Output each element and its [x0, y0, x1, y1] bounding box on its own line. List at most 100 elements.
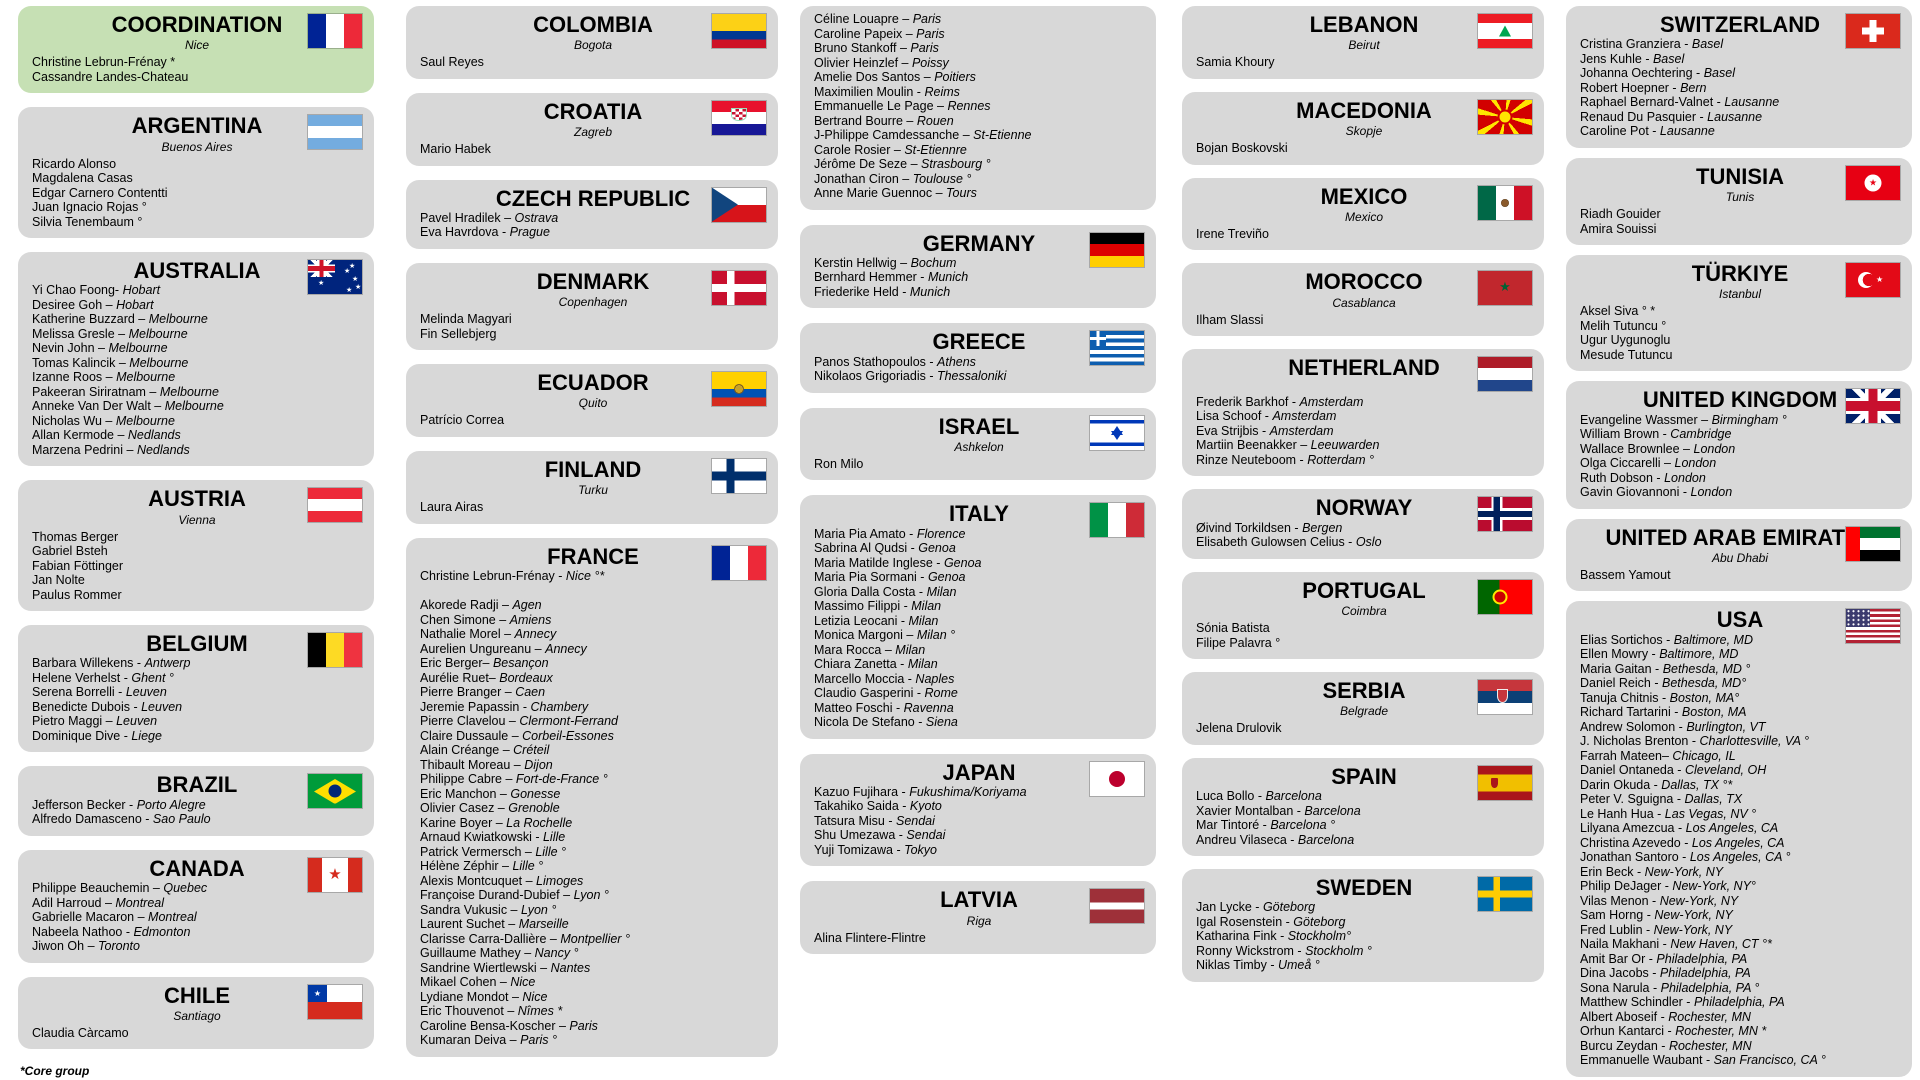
footnote-core-group: *Core group [20, 1064, 90, 1079]
member-city: Tours [946, 186, 977, 200]
member-entry: Sandrine Wiertlewski – Nantes [420, 961, 766, 976]
member-city: New-York, NY° [1672, 879, 1756, 894]
norway-box: NORWAY Øivind Torkildsen - Bergen Elisabe… [1182, 489, 1544, 559]
member-city: Thessaloniki [936, 369, 1007, 384]
member-city: Milan ° [916, 628, 956, 643]
member-city: Milan [908, 613, 939, 628]
member-name: Alina Flintere-Flintre [814, 930, 926, 945]
denmark-flag-icon [712, 270, 766, 305]
column-4: LEBANON Beirut Samia Khoury MACEDONIA Sk… [1182, 6, 1544, 982]
member-city: Basel [1691, 37, 1724, 52]
member-entry: Luca Bollo - Barcelona [1196, 789, 1532, 804]
member-name: Mikael Cohen – [420, 975, 507, 990]
member-name: Xavier Montalban - [1196, 803, 1301, 818]
country-title: PORTUGAL [1302, 577, 1426, 603]
member-name: Orhun Kantarci - [1580, 1024, 1672, 1039]
member-city: Nice [510, 975, 536, 990]
city-subtitle: Skopje [1345, 124, 1383, 139]
member-entry: Orhun Kantarci - Rochester, MN * [1580, 1024, 1900, 1039]
member-name: Clarisse Carra-Dallière – [420, 931, 557, 946]
member-entry: Ellen Mowry - Baltimore, MD [1580, 647, 1900, 662]
member-name: Vilas Menon - [1580, 893, 1657, 908]
member-name: Maria Pia Amato - [814, 526, 914, 541]
germany-flag-icon [1090, 232, 1144, 267]
member-entry: Desiree Goh – Hobart [32, 298, 362, 313]
country-title: NORWAY [1315, 495, 1413, 521]
member-city: Melbourne [116, 370, 176, 385]
member-entry: Gavin Giovannoni - London [1580, 485, 1900, 500]
member-city: Toronto [98, 939, 140, 954]
lebanon-box: LEBANON Beirut Samia Khoury [1182, 6, 1544, 79]
member-city: Lille [542, 830, 566, 845]
member-entry: Wallace Brownlee – London [1580, 442, 1900, 457]
member-entry: J-Philippe Camdessanche – St-Etienne [814, 128, 1144, 143]
member-city: Fukushima/Koriyama [909, 784, 1027, 799]
member-city: Lausanne [1724, 95, 1780, 110]
column-2: COLOMBIA Bogota Saul Reyes CROATIA Zagre… [406, 6, 778, 1057]
member-name: Caroline Pot - [1580, 124, 1657, 139]
member-name: Paulus Rommer [32, 587, 122, 602]
country-title: GERMANY [922, 230, 1036, 256]
member-entry: Nabeela Nathoo - Edmonton [32, 925, 362, 940]
member-city: Boston, MA [1681, 705, 1747, 720]
country-title: UNITED ARAB EMIRATES [1605, 524, 1875, 550]
member-entry: Adil Harroud – Montreal [32, 896, 362, 911]
member-name: Christina Azevedo - [1580, 835, 1689, 850]
member-city: Montreal [115, 895, 165, 910]
member-name: Christine Lebrun-Frénay * [32, 55, 176, 70]
member-name: Ruth Dobson - [1580, 470, 1661, 485]
member-name: Serena Borrelli - [32, 685, 123, 700]
member-name: Anneke Van Der Walt – [32, 399, 162, 414]
portugal-box: PORTUGAL Coimbra Sónia Batista Filipe Pal… [1182, 571, 1544, 660]
finland-flag-icon [712, 458, 766, 493]
member-city: Melbourne [164, 399, 224, 414]
member-city: London [1674, 456, 1717, 471]
member-entry: Thomas Berger [32, 530, 362, 545]
member-city: Rome [924, 686, 958, 701]
column-5: SWITZERLAND Cristina Granziera - Basel Je… [1566, 6, 1912, 1077]
member-name: Marzena Pedrini – [32, 442, 134, 457]
country-title: FINLAND [544, 456, 642, 482]
city-subtitle: Abu Dhabi [1711, 550, 1769, 565]
member-entry: Nevin John – Melbourne [32, 341, 362, 356]
member-entry: Jelena Drulovik [1196, 721, 1532, 736]
member-city: Stockholm° [1287, 929, 1352, 944]
member-entry: Lydiane Mondot – Nice [420, 990, 766, 1005]
member-name: Sandrine Wiertlewski – [420, 960, 548, 975]
member-name: Olivier Heinzlef – [814, 55, 909, 70]
japan-flag-icon [1090, 761, 1144, 796]
member-city: Barcelona [1297, 832, 1355, 847]
member-name: Dominique Dive - [32, 728, 128, 743]
member-entry: Laura Airas [420, 500, 766, 515]
france-flag-icon [308, 14, 362, 48]
member-entry: Paulus Rommer [32, 588, 362, 603]
member-city: Ghent ° [131, 670, 174, 685]
member-city: Corbeil-Essones [522, 728, 614, 743]
netherland-box: NETHERLAND Frederik Barkhof - Amsterdam L… [1182, 349, 1544, 477]
member-name: Albert Aboseif - [1580, 1009, 1665, 1024]
member-entry: Letizia Leocani - Milan [814, 614, 1144, 629]
member-entry: Pietro Maggi – Leuven [32, 714, 362, 729]
member-name: Barbara Willekens - [32, 656, 142, 671]
member-entry: Caroline Papeix – Paris [814, 27, 1144, 42]
member-name: Laurent Suchet – [420, 917, 516, 932]
member-city: New-York, NY [1653, 922, 1733, 937]
country-title: FRANCE [547, 543, 639, 569]
member-city: Ravenna [903, 700, 954, 715]
member-name: Emmanuelle Waubant - [1580, 1053, 1711, 1068]
member-entry: Le Hanh Hua - Las Vegas, NV ° [1580, 807, 1900, 822]
latvia-flag-icon [1090, 889, 1144, 924]
member-entry: Ron Milo [814, 457, 1144, 472]
country-title: JAPAN [942, 759, 1016, 785]
member-entry: Dominique Dive - Liege [32, 729, 362, 744]
argentina-flag-icon [308, 115, 362, 150]
brazil-box: BRAZIL Jefferson Becker - Porto Alegre Al… [18, 766, 374, 836]
member-city: Melbourne [159, 384, 219, 399]
member-city: Montpellier ° [560, 931, 630, 946]
city-subtitle: Zagreb [573, 125, 613, 140]
member-name: Mario Habek [420, 142, 491, 157]
country-title: MEXICO [1320, 183, 1408, 209]
member-city: Basel [1703, 66, 1735, 81]
member-entry: Caroline Bensa-Koscher – Paris [420, 1019, 766, 1034]
member-entry: Sona Narula - Philadelphia, PA ° [1580, 981, 1900, 996]
